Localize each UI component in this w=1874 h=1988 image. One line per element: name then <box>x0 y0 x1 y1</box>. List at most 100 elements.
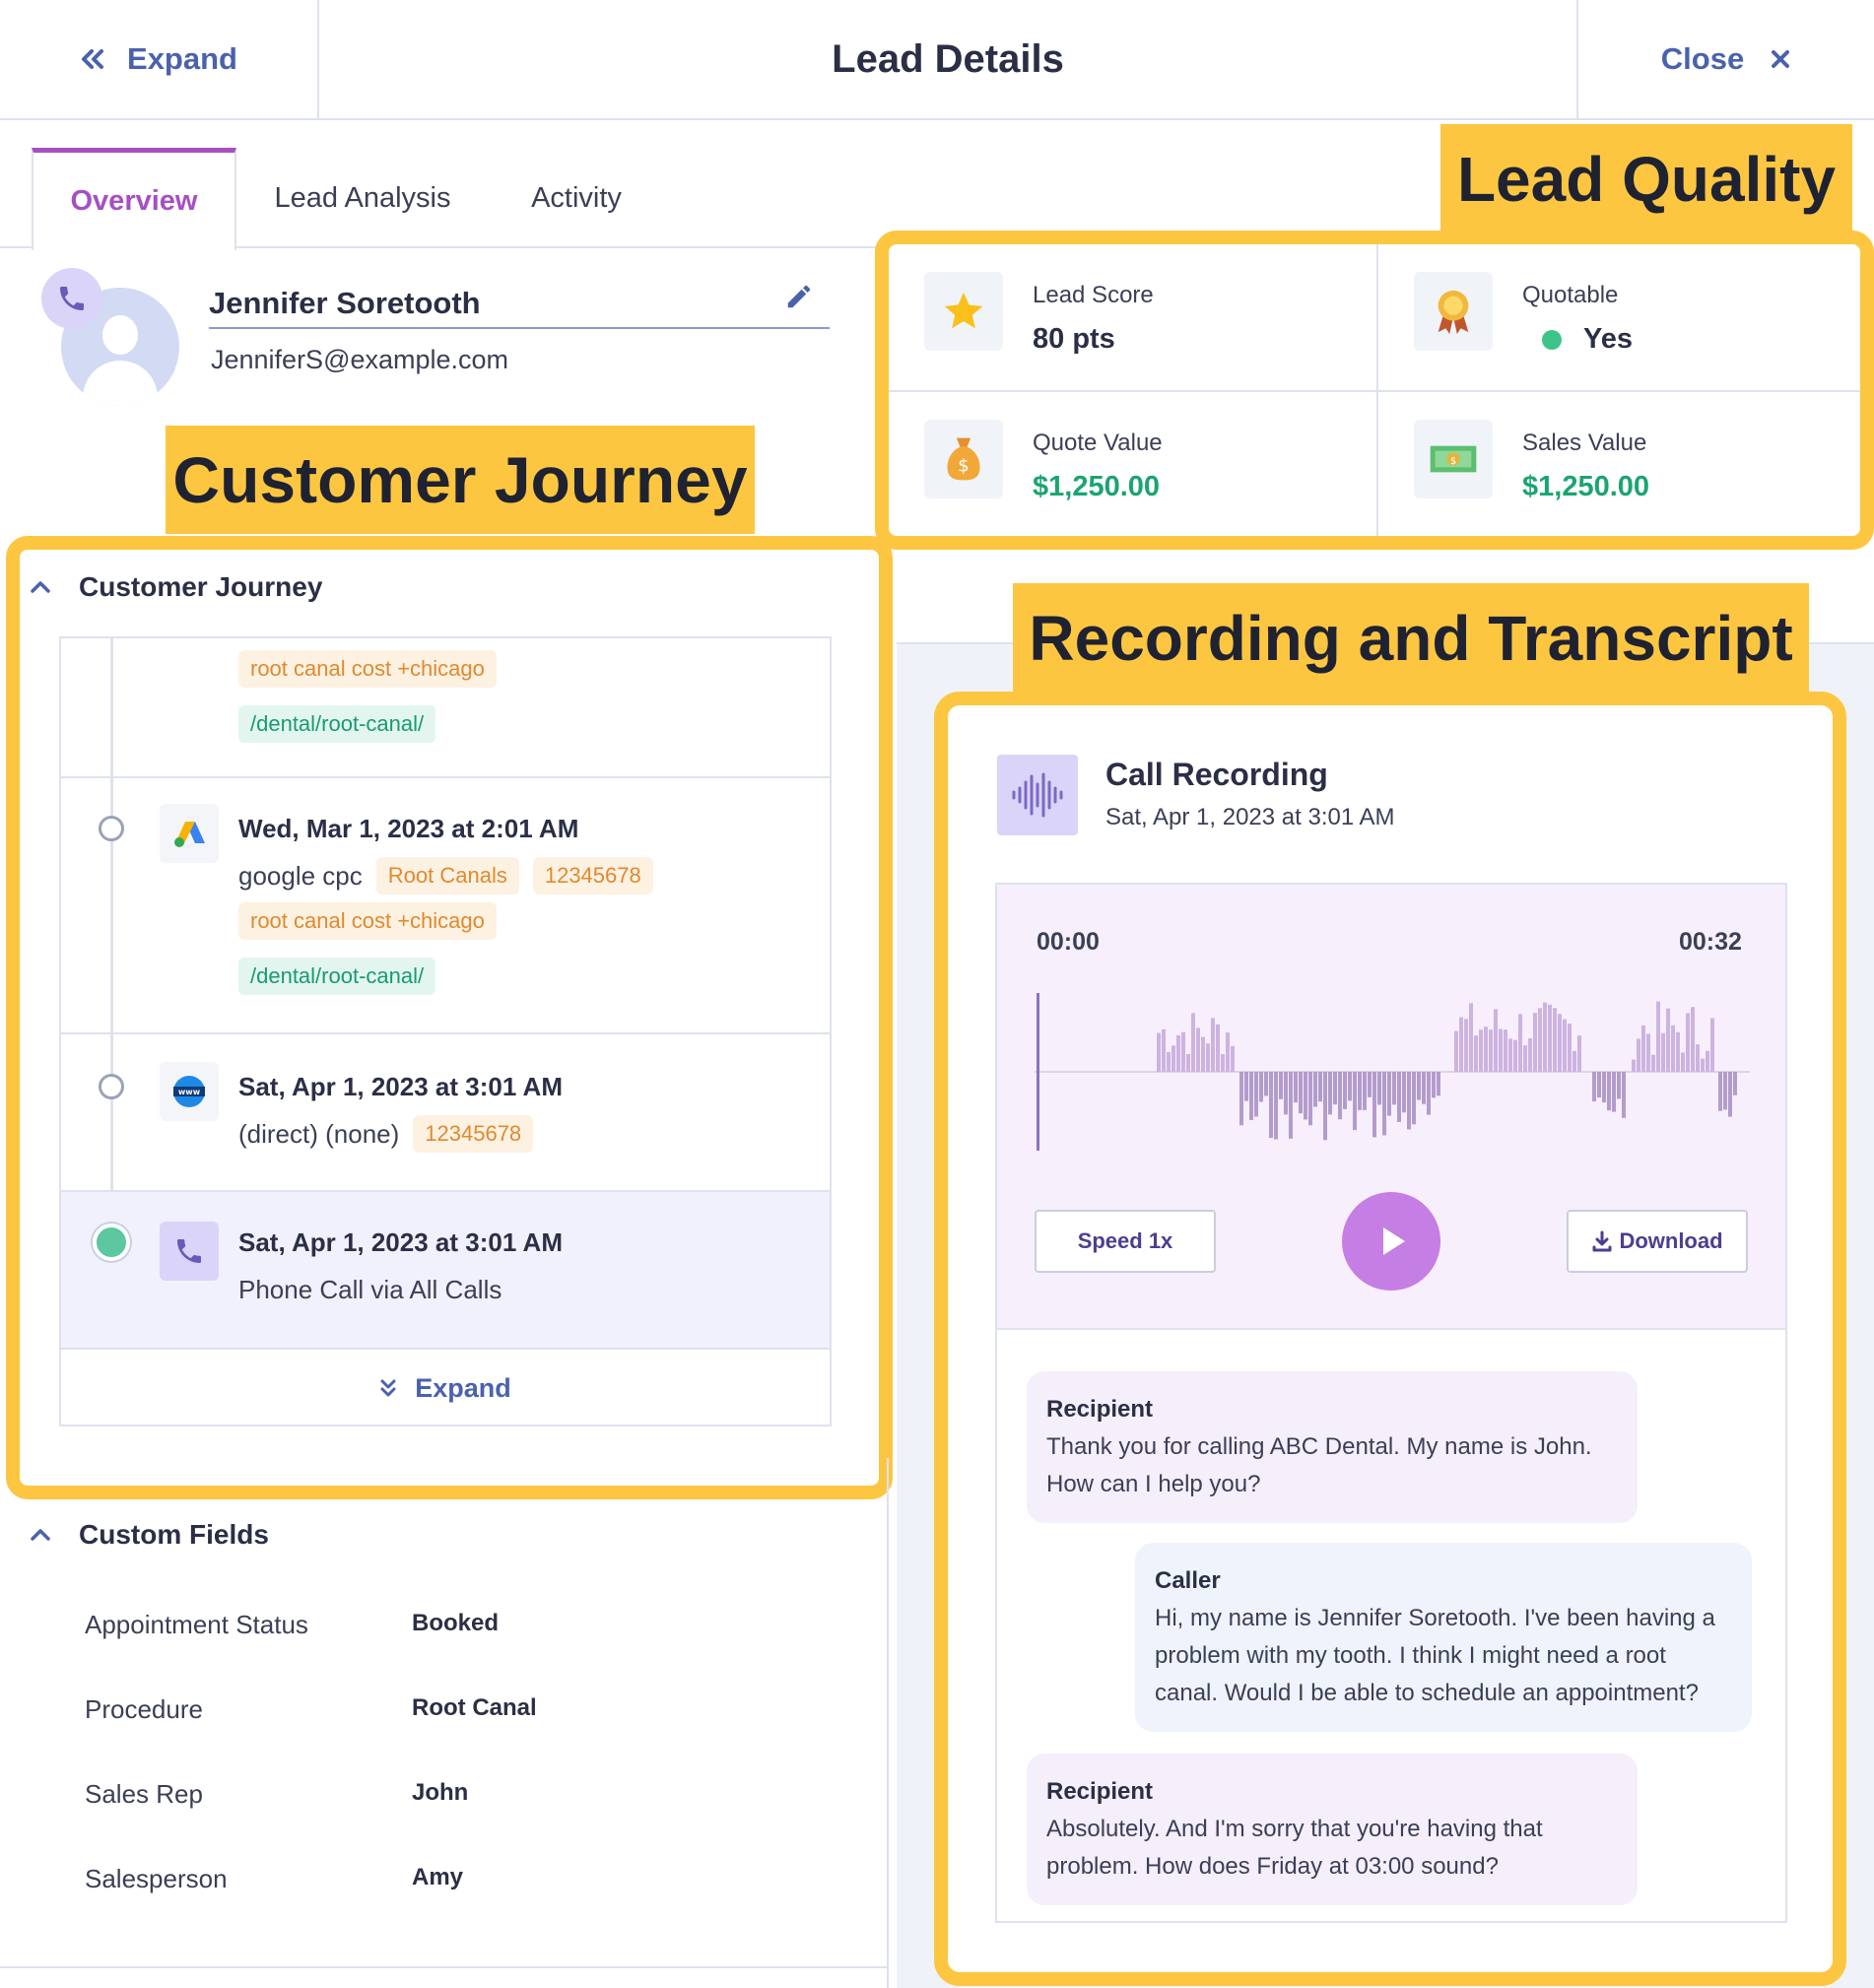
double-chevron-down-icon <box>380 1379 396 1397</box>
waveform-bar <box>1211 1018 1215 1072</box>
sales-value-cell: $ Sales Value $1,250.00 <box>1378 392 1860 536</box>
close-button[interactable]: Close <box>1576 0 1874 118</box>
recording-title: Call Recording <box>1105 757 1328 792</box>
waveform-bar <box>1402 1072 1406 1113</box>
waveform-bar <box>1343 1072 1347 1109</box>
custom-fields-title: Custom Fields <box>79 1519 269 1550</box>
double-chevron-left-icon <box>82 49 104 69</box>
waveform-bar <box>1469 1003 1473 1072</box>
journey-item[interactable]: www Sat, Apr 1, 2023 at 3:01 AM (direct)… <box>61 1034 830 1192</box>
tab-lead-analysis[interactable]: Lead Analysis <box>274 181 451 214</box>
customer-journey-list[interactable]: root canal cost +chicago /dental/root-ca… <box>59 636 832 1426</box>
waveform-bar <box>1186 1053 1190 1072</box>
waveform-bar <box>1181 1031 1185 1072</box>
custom-field-row: Sales Rep John <box>85 1779 774 1819</box>
custom-fields-section-toggle[interactable]: Custom Fields <box>30 1517 269 1553</box>
custom-field-row: Appointment Status Booked <box>85 1610 774 1649</box>
playback-speed-button[interactable]: Speed 1x <box>1035 1210 1216 1273</box>
customer-journey-title: Customer Journey <box>79 571 323 602</box>
phone-icon <box>160 1222 219 1281</box>
journey-source: (direct) (none) <box>238 1118 400 1149</box>
play-button[interactable] <box>1342 1192 1440 1291</box>
journey-keyword-tag: root canal cost +chicago <box>238 902 497 940</box>
waveform-bar <box>1533 1013 1537 1072</box>
waveform-bar <box>1723 1072 1727 1110</box>
waveform-bar <box>1602 1072 1606 1103</box>
waveform-bar <box>1427 1072 1431 1115</box>
chevron-up-icon <box>31 581 50 593</box>
tab-activity[interactable]: Activity <box>531 181 622 214</box>
waveform-bar <box>1528 1037 1532 1072</box>
waveform-bar <box>1294 1072 1298 1103</box>
expand-panel-button[interactable]: Expand <box>0 0 319 118</box>
journey-keyword-tag: root canal cost +chicago <box>238 650 497 688</box>
download-label: Download <box>1619 1228 1723 1253</box>
waveform-bar <box>1382 1072 1386 1136</box>
custom-field-value: Root Canal <box>412 1694 537 1721</box>
chevron-up-icon <box>31 1529 50 1541</box>
waveform-bar <box>1167 1051 1171 1072</box>
cash-icon: $ <box>1414 420 1493 498</box>
transcript-message-recipient: Recipient Absolutely. And I'm sorry that… <box>1027 1754 1638 1905</box>
waveform-bar <box>1538 1008 1542 1072</box>
svg-text:$: $ <box>1450 456 1456 467</box>
waveform-bar <box>1244 1072 1248 1101</box>
journey-expand-button[interactable]: Expand <box>61 1348 830 1425</box>
waveform-bar <box>1607 1072 1611 1111</box>
download-button[interactable]: Download <box>1567 1210 1748 1273</box>
edit-pencil-icon[interactable] <box>784 282 818 315</box>
custom-field-row: Procedure Root Canal <box>85 1694 774 1734</box>
waveform-bar <box>1313 1072 1317 1107</box>
waveform-bar <box>1239 1072 1243 1126</box>
quote-value-cell: $ Quote Value $1,250.00 <box>889 392 1374 536</box>
quote-value-label: Quote Value <box>1033 430 1163 456</box>
journey-source: google cpc <box>238 860 363 891</box>
expand-panel-label: Expand <box>127 41 237 76</box>
waveform-bar <box>1464 1019 1468 1072</box>
customer-journey-section-toggle[interactable]: Customer Journey <box>30 569 322 605</box>
waveform-bar <box>1686 1013 1690 1072</box>
journey-item[interactable]: Wed, Mar 1, 2023 at 2:01 AM google cpc R… <box>61 778 830 1034</box>
tab-overview[interactable]: Overview <box>32 148 236 250</box>
waveform-bar <box>1632 1059 1636 1072</box>
custom-field-value: John <box>412 1779 469 1806</box>
contact-name[interactable]: Jennifer Soretooth <box>209 286 830 329</box>
callout-lead-quality: Lead Quality <box>1440 124 1852 234</box>
waveform-bar <box>1558 1014 1562 1072</box>
journey-expand-label: Expand <box>415 1372 511 1403</box>
waveform-bar <box>1706 1050 1709 1072</box>
waveform-bar <box>1308 1072 1312 1126</box>
waveform-bar <box>1353 1072 1357 1131</box>
sales-value-amount: $1,250.00 <box>1522 471 1650 502</box>
journey-source: Phone Call via All Calls <box>238 1275 502 1304</box>
waveform-bar <box>1216 1024 1220 1072</box>
waveform-bar <box>1249 1072 1253 1120</box>
waveform-bar <box>1494 1009 1498 1072</box>
waveform-bar <box>1279 1072 1283 1099</box>
award-ribbon-icon <box>1414 272 1493 351</box>
audio-waveform[interactable] <box>1035 985 1750 1159</box>
message-text: Absolutely. And I'm sorry that you're ha… <box>1046 1816 1543 1880</box>
close-label: Close <box>1660 41 1745 76</box>
waveform-bar <box>1397 1072 1401 1122</box>
journey-item-active[interactable]: Sat, Apr 1, 2023 at 3:01 AM Phone Call v… <box>61 1192 830 1348</box>
waveform-bar <box>1523 1045 1527 1072</box>
waveform-bar <box>1323 1072 1327 1141</box>
quote-value-amount: $1,250.00 <box>1033 471 1161 502</box>
speaker-label: Recipient <box>1046 1396 1154 1423</box>
sales-value-label: Sales Value <box>1522 430 1647 456</box>
waveform-bar <box>1269 1072 1273 1139</box>
waveform-bar <box>1191 1013 1195 1072</box>
waveform-bar <box>1196 1027 1200 1072</box>
waveform-bar <box>1548 1004 1552 1072</box>
waveform-bar <box>1617 1072 1621 1099</box>
waveform-bar <box>1162 1028 1166 1072</box>
waveform-bar <box>1681 1052 1685 1072</box>
waveform-bar <box>1718 1072 1722 1111</box>
playback-time-total: 00:32 <box>1679 928 1742 956</box>
waveform-bar <box>1368 1072 1372 1097</box>
waveform-bar <box>1513 1039 1517 1072</box>
waveform-bar <box>1499 1028 1503 1072</box>
quotable-value-text: Yes <box>1583 323 1633 355</box>
waveform-bar <box>1422 1072 1426 1104</box>
